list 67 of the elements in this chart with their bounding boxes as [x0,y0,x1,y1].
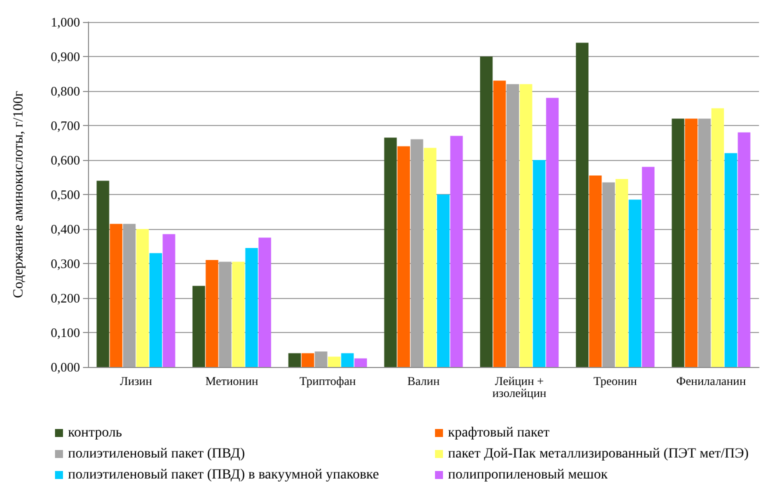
bar [354,358,367,367]
bar [642,166,655,367]
y-axis-title: Содержание аминокислоты, г/100г [12,90,26,298]
x-tick-label: Метионин [205,374,259,388]
y-tick-label: 0,800 [50,84,80,98]
bar [410,139,424,367]
legend-label: полиэтиленовый пакет (ПВД) в вакуумной упаковке [68,468,379,482]
x-tick-label: Валин [407,374,440,388]
bar [384,138,397,367]
x-tick-label: Лейцин + изолейцин [492,374,547,400]
bar [206,260,218,367]
bar [589,176,602,367]
bar [711,108,724,367]
bar [192,286,206,367]
bar [424,148,436,367]
bar [302,353,314,367]
bar [258,238,272,367]
y-tick-label: 0,000 [50,360,80,374]
bar [96,180,110,367]
bar [450,136,463,367]
bar [110,224,122,367]
legend-label: полиэтиленовый пакет (ПВД) [68,446,246,462]
bar [738,132,750,367]
bar [397,146,410,367]
y-tick-label: 0,700 [50,118,80,133]
x-tick-label: Лизин [120,374,153,388]
bar [123,224,136,367]
bar [245,248,258,367]
y-tick-label: 1,000 [50,14,80,30]
y-tick-label: 0,300 [50,256,80,271]
bar [506,84,520,367]
x-tick-label: Триптофан [299,374,356,388]
bar [684,118,698,367]
bar [546,98,559,367]
bar [437,194,450,367]
y-tick-label: 0,200 [50,290,80,306]
bar [480,56,493,367]
y-tick-label: 0,400 [50,222,80,236]
bar [532,160,546,367]
bar [616,178,628,367]
bar [602,182,615,367]
bar [136,229,149,367]
bar [520,84,532,367]
y-tick-label: 0,500 [50,187,80,202]
bar [341,353,354,367]
bar [576,42,588,367]
y-tick-label: 0,900 [50,49,80,64]
x-tick-label: Треонин [593,374,638,388]
bar [314,351,328,367]
bar [724,153,738,367]
bar [232,262,245,367]
bar [628,200,642,367]
bar [162,234,176,367]
bar [672,118,684,367]
y-tick-label: 0,600 [50,152,80,168]
bar [218,262,232,367]
y-tick-label: 0,100 [50,325,80,340]
bar [493,80,506,367]
x-tick-label: Фенилаланин [676,374,746,388]
bar [288,353,301,367]
legend-label: пакет Дой-Пак металлизированный (ПЭТ мет/ПЭ) [448,446,750,462]
bar [328,356,341,367]
bar [698,118,711,367]
legend-label: контроль [68,426,122,440]
legend-label: крафтовый пакет [448,426,550,440]
legend-label: полипропиленовый мешок [448,468,608,482]
bar [149,253,162,367]
